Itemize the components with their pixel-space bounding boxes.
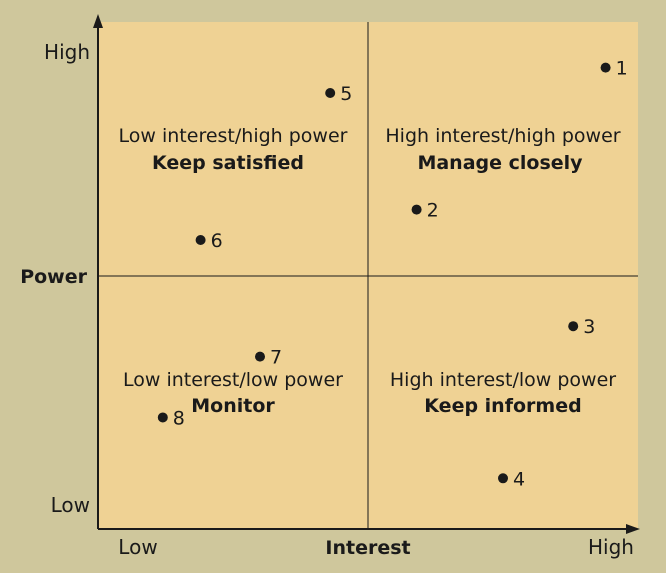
- quadrant-top-right-action: Manage closely: [417, 152, 583, 174]
- quadrant-bottom-left-action: Monitor: [191, 395, 275, 417]
- stakeholder-point-1: [600, 62, 611, 73]
- stakeholder-point-label-5: 5: [340, 83, 352, 105]
- y-axis-high-label: High: [44, 40, 90, 64]
- x-axis-title: Interest: [325, 537, 410, 559]
- y-axis-title: Power: [20, 266, 87, 288]
- stakeholder-point-4: [498, 473, 508, 484]
- x-axis-high-label: High: [588, 535, 634, 559]
- x-axis-arrow: [626, 524, 640, 534]
- y-axis-low-label: Low: [51, 493, 90, 517]
- stakeholder-point-5: [325, 87, 336, 98]
- stakeholder-points: 1 2 3 4 5 6 7 8: [157, 58, 628, 490]
- quadrant-top-right-title: High interest/high power: [385, 125, 620, 147]
- stakeholder-point-label-6: 6: [211, 230, 223, 252]
- stakeholder-point-label-8: 8: [173, 407, 185, 429]
- quadrant-top-left-title: Low interest/high power: [119, 125, 348, 147]
- stakeholder-point-7: [255, 351, 265, 362]
- stakeholder-point-label-1: 1: [616, 58, 628, 80]
- quadrant-top-left-action: Keep satisfied: [152, 152, 304, 174]
- stakeholder-point-3: [568, 321, 579, 332]
- stakeholder-point-2: [411, 204, 422, 215]
- stakeholder-point-8: [157, 412, 168, 423]
- y-axis-arrow: [93, 14, 103, 28]
- stakeholder-point-label-4: 4: [513, 468, 525, 490]
- stakeholder-point-label-2: 2: [427, 200, 439, 222]
- stakeholder-point-label-7: 7: [270, 347, 282, 369]
- x-axis-low-label: Low: [118, 535, 157, 559]
- quadrant-bottom-right-action: Keep informed: [424, 395, 581, 417]
- stakeholder-point-6: [195, 235, 206, 246]
- stakeholder-point-label-3: 3: [583, 316, 595, 338]
- quadrant-bottom-left-title: Low interest/low power: [123, 369, 343, 391]
- quadrant-bottom-right-title: High interest/low power: [390, 369, 616, 391]
